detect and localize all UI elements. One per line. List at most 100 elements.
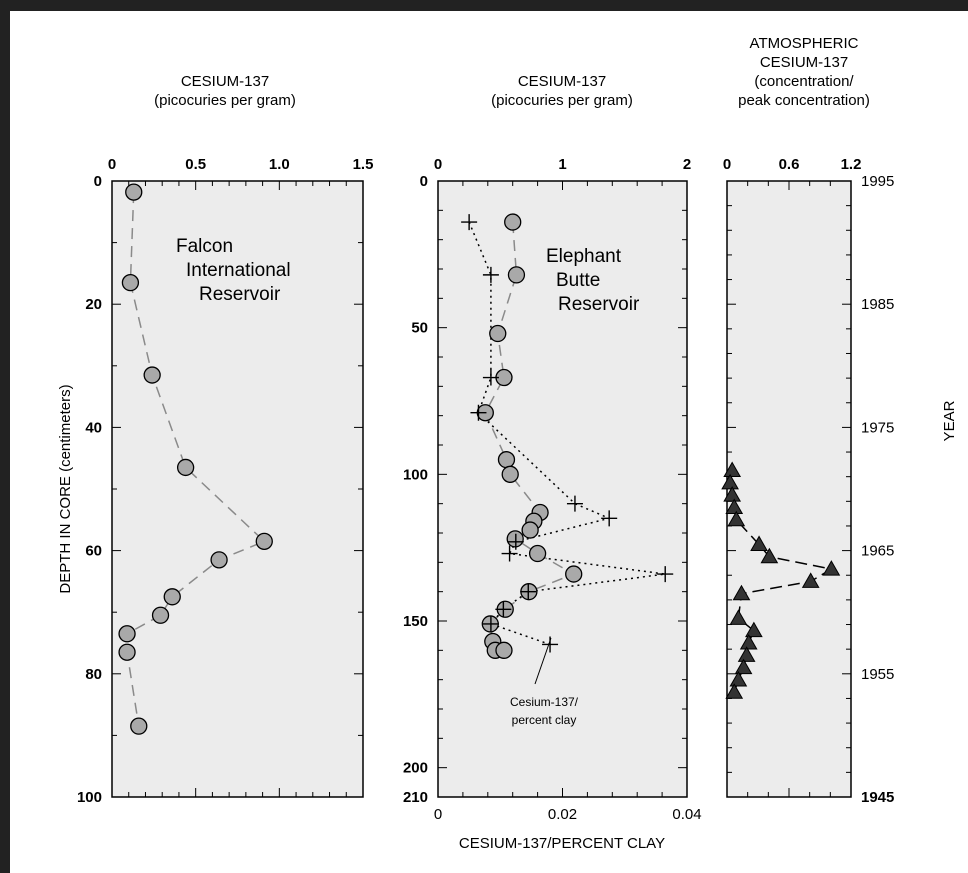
p2-ratio-point [482,266,499,283]
p2-ratio-point [501,545,518,562]
p1-x-tick-label: 0 [108,156,116,173]
p1-data-point [125,183,143,201]
p3-data-point [723,486,742,502]
p2-y-tick-label: 50 [411,320,428,337]
p2-y-tick-label: 0 [420,173,428,190]
p1-data-point [176,458,195,477]
p2-bottom-tick-label: 0.04 [672,806,701,823]
callout-line-1: Cesium-137/ [510,695,579,709]
panel-elephant: CESIUM-137 (picocuries per gram) 0 1 2 0 0.… [403,73,702,852]
p3-x-tick-label: 0.6 [779,156,800,173]
p2-y-tick-label: 150 [403,613,428,630]
p2-cesium-point [489,324,507,343]
p3-data-point [739,633,758,650]
p3-y-tick-label: 1945 [861,789,894,806]
p3-y-tick-label: 1955 [861,666,894,683]
p2-cesium-point [521,521,539,539]
p2-y-tick-label: 100 [403,466,428,483]
p1-data-point [143,366,161,384]
p2-ratio-point [482,369,499,386]
panel-atmospheric: ATMOSPHERIC CESIUM-137 (concentration/ p… [721,35,958,806]
p1-y-tick-label: 0 [94,173,102,190]
panel-atmos-title-line-4: peak concentration) [738,92,870,109]
panel-atmos-plot-area [726,180,852,798]
p3-y-tick-label: 1995 [861,173,894,190]
p3-data-point [729,670,748,687]
p1-data-point [130,717,148,735]
p3-data-point [745,621,763,638]
p2-top-tick-label: 0 [434,156,442,173]
p3-data-point [737,646,756,662]
p3-x-tick-label: 0 [723,156,731,173]
p1-x-tick-label: 1.5 [353,156,374,173]
p3-data-point [721,473,739,490]
p3-y-tick-label: 1975 [861,419,894,436]
panel-falcon-annotation-line-2: International [186,260,291,281]
panel-atmos-title-line-2: CESIUM-137 [760,54,848,71]
p2-ratio-point [601,510,618,527]
panel-falcon: CESIUM-137 (picocuries per gram) 0 0.5 1.0… [57,73,373,806]
callout-leader-line [534,637,552,685]
p3-data-point [732,584,751,601]
p2-ratio-point [461,214,478,231]
panel-elephant-annotation-line-1: Elephant [546,246,622,267]
p1-data-point [121,273,140,292]
panel-falcon-plot-area [111,180,364,798]
p2-ratio-point [520,583,537,600]
p2-ratio-point [657,566,674,583]
panel-falcon-title: CESIUM-137 [181,73,269,90]
p1-data-point [118,643,136,661]
p1-data-point [210,551,228,569]
p2-y-tick-label: 200 [403,760,428,777]
p3-y-tick-label: 1965 [861,543,894,560]
panel-atmos-title-line-1: ATMOSPHERIC [750,35,859,52]
p2-cesium-point [507,266,526,284]
p2-cesium-point [504,213,522,231]
p2-ratio-point [507,533,524,550]
frame-top-bar [0,0,968,11]
p3-data-point [750,535,768,551]
p1-data-point [163,588,181,606]
panel-elephant-x-axis-label: CESIUM-137/PERCENT CLAY [459,835,665,852]
p1-y-tick-label: 40 [85,419,102,436]
p3-data-point [725,498,744,514]
p3-data-point [822,560,841,576]
p3-data-point [801,572,820,588]
p2-bottom-tick-label: 0.02 [548,806,577,823]
p1-y-tick-label: 80 [85,666,102,683]
p1-x-tick-label: 0.5 [185,156,206,173]
p3-data-point [725,683,744,699]
p2-cesium-point [528,544,547,563]
p1-y-tick-label: 60 [85,543,102,560]
panel-falcon-y-axis-label: DEPTH IN CORE (centimeters) [57,384,74,593]
p2-top-tick-label: 1 [558,156,566,173]
p3-y-tick-label: 1985 [861,296,894,313]
p3-data-point [727,510,746,527]
p2-ratio-point [495,601,512,618]
p2-cesium-point [565,565,583,583]
p2-ratio-point [482,615,499,632]
p2-ratio-point [566,495,583,512]
panel-elephant-annotation-line-2: Butte [556,270,600,291]
p2-top-tick-label: 2 [683,156,691,173]
p2-cesium-point [495,641,513,659]
panel-atmos-title-line-3: (concentration/ [754,73,854,90]
p1-y-tick-label: 100 [77,789,102,806]
p2-cesium-point [497,451,516,469]
p2-ratio-point [470,404,487,421]
p3-data-point [729,609,748,625]
p1-data-point [118,625,136,643]
panel-elephant-subtitle: (picocuries per gram) [491,92,633,109]
p3-data-point [723,461,742,478]
p2-cesium-point [501,465,519,483]
p3-x-tick-label: 1.2 [841,156,862,173]
p2-y-tick-label: 210 [403,789,428,806]
p2-bottom-tick-label: 0 [434,806,442,823]
callout-line-2: percent clay [512,713,577,727]
p1-data-point [151,606,170,624]
panel-elephant-annotation-line-3: Reservoir [558,294,640,315]
p1-data-point [255,532,273,551]
p1-y-tick-label: 20 [85,296,102,313]
panel-falcon-subtitle: (picocuries per gram) [154,92,296,109]
